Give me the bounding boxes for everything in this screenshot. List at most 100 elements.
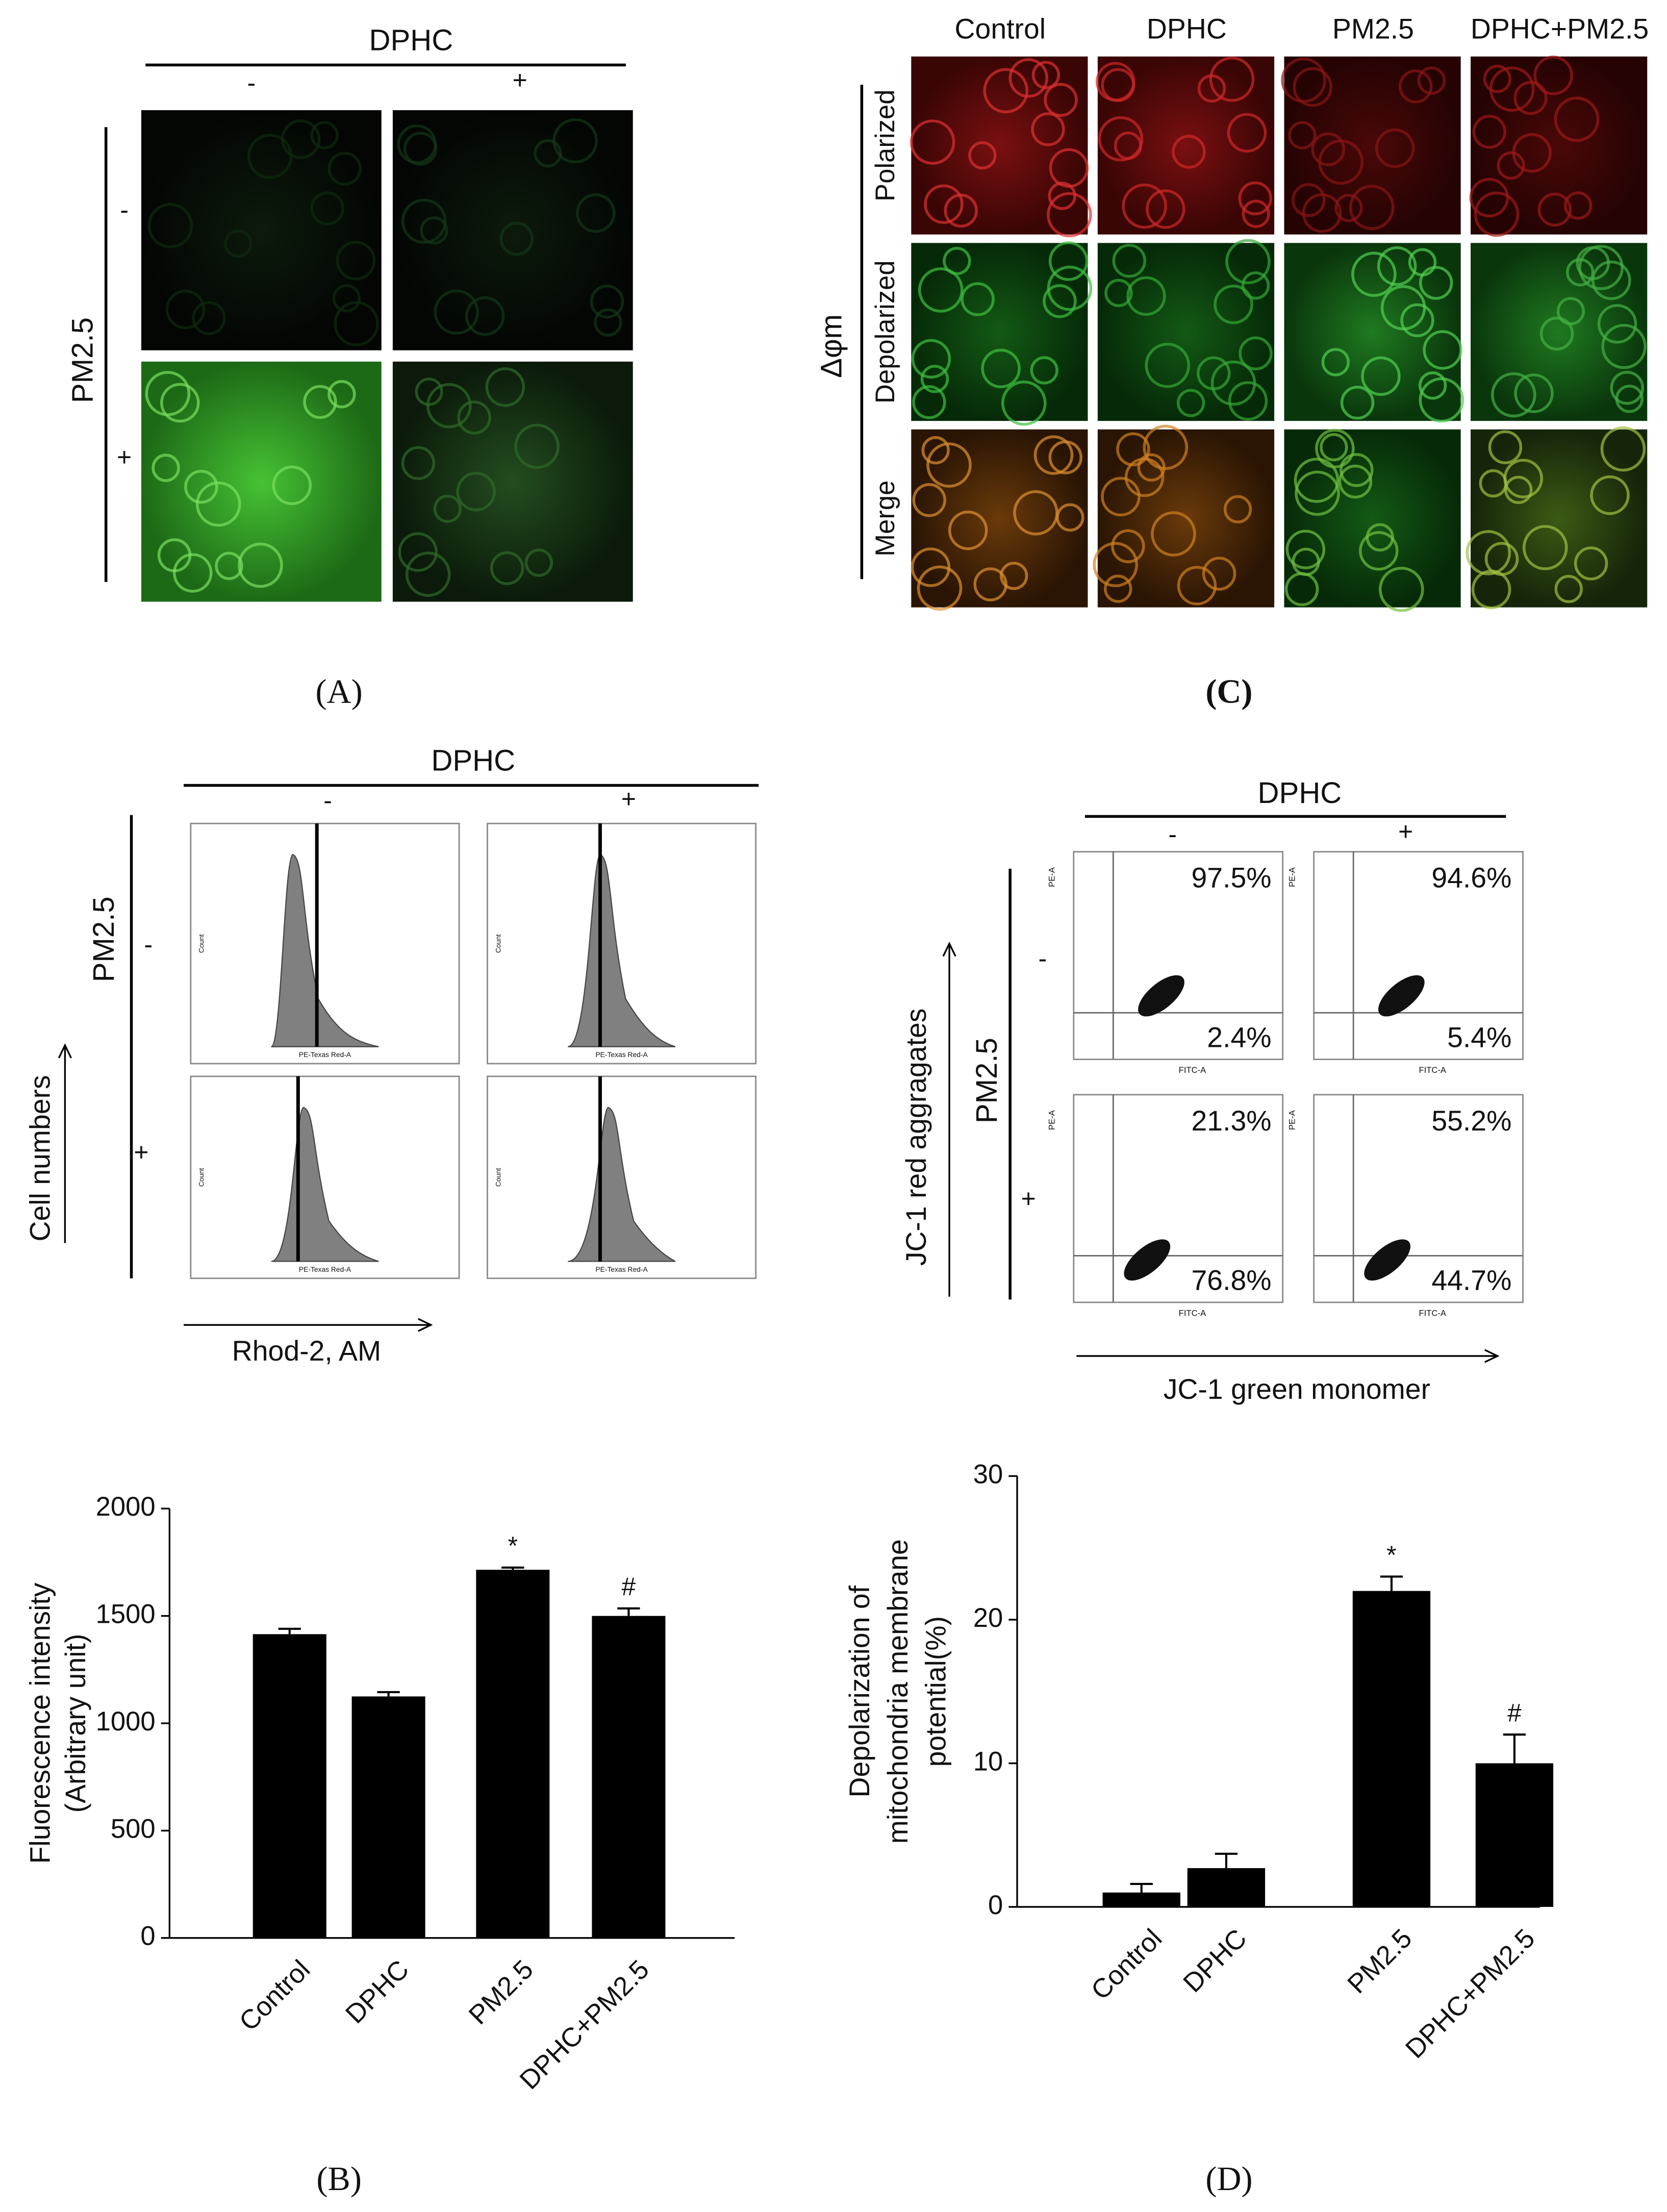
y-tick-label: 10 [973,1746,1003,1776]
cell [465,296,505,336]
cell [457,400,491,435]
cell [911,547,951,587]
cell [1359,531,1399,571]
cell [1151,511,1196,557]
cell [910,119,955,165]
cell [397,124,437,164]
cell [1504,475,1533,505]
cell [1116,432,1150,466]
cell [1111,529,1145,563]
cell [1320,433,1348,462]
column-label: - [323,786,332,815]
cell [1474,191,1520,237]
cell [1315,429,1355,468]
x-tick-label: DPHC+PM2.5 [1400,1923,1540,2064]
cell [1210,360,1256,406]
histogram-shape [568,1107,676,1262]
cell [981,348,1021,389]
scatter-frame [1313,851,1524,1061]
y-tick-label: 0 [140,1921,155,1951]
cell [195,481,241,527]
cell [401,198,447,244]
cell [590,284,624,319]
cell [1533,56,1573,95]
axis-text: FITC-A [1419,1065,1447,1075]
quadrant-label: 55.2% [1431,1105,1511,1137]
cell [1601,323,1647,369]
axis-text: PE-A [1047,867,1057,887]
axis-text: PE-A [1287,1110,1297,1130]
quadrant-label: 21.3% [1192,1105,1272,1137]
micrograph [1097,56,1275,235]
row-label: - [120,196,129,224]
cell [921,436,950,465]
x-tick-label: DPHC [1177,1923,1252,1998]
caption: (D) [1205,2160,1252,2198]
cell [594,308,622,337]
caption: (B) [316,2160,362,2198]
cell [1288,121,1317,149]
cell [184,469,218,504]
cell [1044,83,1078,117]
quadrant-label: 94.6% [1431,862,1511,894]
cell [490,551,524,585]
cell [1176,389,1205,417]
cell [1554,574,1583,604]
cell [224,229,252,258]
axis-text: FITC-A [1419,1308,1447,1318]
micrograph [1471,429,1648,608]
column-label: + [513,66,527,94]
cell [1146,189,1185,229]
cell [943,246,971,275]
cell [145,371,191,416]
cell [1349,185,1395,230]
cell [1093,542,1139,588]
scatter-cloud [1364,1239,1410,1281]
row-label: Polarized [870,90,900,202]
cell [1242,199,1270,228]
significance-mark: * [508,1531,518,1560]
quadrant-label: 5.4% [1447,1021,1511,1053]
column-label: - [1168,820,1177,848]
cell [968,141,997,170]
cell [1334,193,1363,222]
cell [1228,381,1268,421]
cell [398,532,438,572]
cell [1513,81,1548,115]
cell [1537,192,1572,227]
column-label: PM2.5 [1332,13,1414,45]
micrograph [1097,243,1275,421]
cell [1001,380,1047,426]
cell [920,365,949,393]
y-tick-label: 30 [973,1459,1003,1489]
cell [1295,470,1340,516]
cell [1241,271,1270,300]
row-title: PM2.5 [87,896,120,982]
column-title: DPHC [1258,776,1342,810]
cell [1104,574,1132,603]
cell [924,184,964,224]
cell [524,548,553,577]
bar [1187,1868,1266,1907]
cell [1600,426,1646,472]
axis-text: Count [197,1168,206,1187]
axis-text: PE-Texas Red-A [595,1265,648,1273]
cell [1145,342,1191,388]
cell [415,378,443,406]
column-label: + [1398,817,1413,846]
cell [1048,241,1089,281]
significance-mark: * [1386,1541,1396,1569]
cell [1338,464,1373,499]
cell [917,565,963,611]
histogram-shape [568,853,676,1047]
cell [1223,495,1252,523]
row-label: Depolarized [870,260,900,404]
arrow-head [418,1318,433,1332]
cell [926,442,972,488]
cell [1112,243,1147,278]
cell [1047,265,1093,311]
scatter-frame [1073,851,1284,1061]
cell [1469,178,1509,218]
